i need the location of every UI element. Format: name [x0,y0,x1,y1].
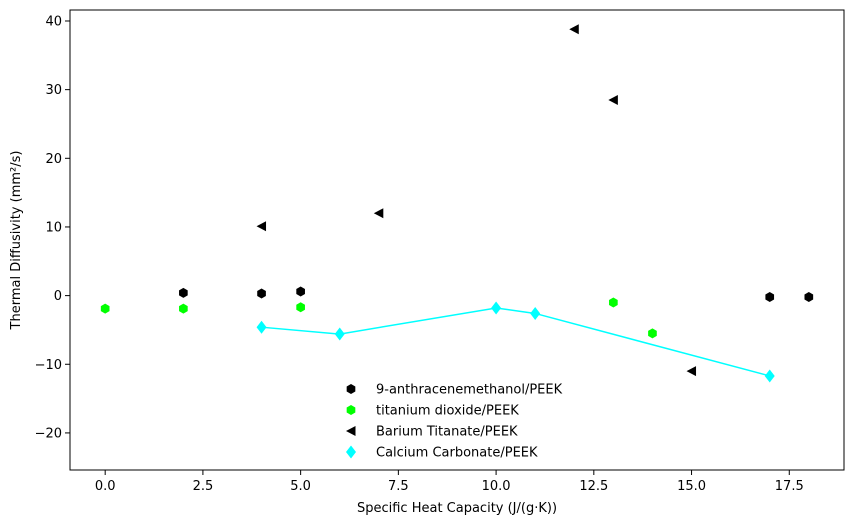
series-2 [256,24,697,377]
data-point [609,297,618,308]
chart-marks [100,24,814,383]
legend-label: titanium dioxide/PEEK [376,404,519,419]
data-point [257,288,266,299]
legend-marker [346,426,356,436]
y-tick-label: −10 [35,358,62,373]
data-point [648,328,657,339]
data-point [608,94,618,105]
y-tick-label: 30 [45,83,62,98]
data-point [491,301,502,315]
legend-marker [346,445,356,459]
x-tick-label: 15.0 [677,479,706,494]
data-point [296,286,305,297]
legend-label: Barium Titanate/PEEK [376,425,518,440]
legend: 9-anthracenemethanol/PEEK titanium dioxid… [346,383,563,461]
x-tick-label: 0.0 [95,479,116,494]
data-point [373,208,384,219]
data-point [100,303,110,314]
data-point [530,306,541,320]
data-point [296,302,305,313]
x-tick-label: 2.5 [193,479,214,494]
x-tick-label: 7.5 [388,479,409,494]
series-line [261,307,770,377]
legend-label: 9-anthracenemethanol/PEEK [376,383,563,398]
data-point [334,327,345,341]
data-point [179,287,188,298]
series-3 [256,301,775,383]
y-tick-label: 10 [45,220,62,235]
x-tick-label: 17.5 [775,479,804,494]
y-tick-label: −20 [35,426,62,441]
axis-ticks: 0.0 2.5 5.0 7.5 10.0 12.5 15.0 17.5 −20 −10 0 10 20 3… [35,14,804,494]
data-point [764,369,775,383]
y-axis-label: Thermal Diffusivity (mm²/s) [9,151,24,331]
x-tick-label: 12.5 [579,479,608,494]
data-point [179,303,188,314]
legend-marker [346,384,356,394]
data-point [256,320,267,334]
series-0 [179,286,814,302]
x-tick-label: 5.0 [290,479,311,494]
data-point [569,24,579,35]
y-tick-label: 0 [54,289,62,304]
plot-frame [69,9,845,471]
y-tick-label: 40 [45,14,62,29]
data-point [765,291,775,302]
data-point [256,221,267,232]
data-point [686,366,697,377]
series-1 [100,297,657,339]
x-tick-label: 10.0 [482,479,511,494]
legend-label: Calcium Carbonate/PEEK [376,446,538,461]
x-axis-label: Specific Heat Capacity (J/(g·K)) [357,501,557,516]
data-point [804,291,814,302]
y-tick-label: 20 [45,152,62,167]
legend-marker [346,405,356,415]
